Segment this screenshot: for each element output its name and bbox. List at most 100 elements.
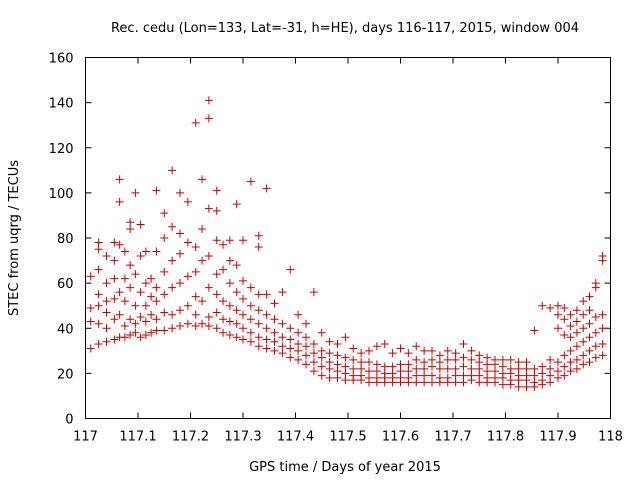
- data-point: [141, 331, 150, 340]
- data-point: [225, 301, 234, 310]
- data-point: [459, 340, 468, 349]
- data-point: [110, 315, 119, 324]
- data-point: [191, 310, 200, 319]
- data-point: [219, 240, 228, 249]
- data-point: [168, 166, 177, 175]
- data-point: [435, 364, 444, 373]
- data-point: [341, 362, 350, 371]
- x-tick-label: 117.3: [224, 430, 261, 445]
- data-point: [309, 349, 318, 358]
- y-tick-label: 60: [57, 277, 74, 292]
- data-point: [262, 324, 271, 333]
- data-point: [522, 364, 531, 373]
- data-point: [294, 355, 303, 364]
- data-point: [443, 373, 452, 382]
- data-point: [435, 358, 444, 367]
- data-point: [483, 360, 492, 369]
- data-point: [365, 367, 373, 376]
- data-point: [160, 326, 169, 335]
- data-point: [136, 220, 145, 229]
- y-axis-label: STEC from uqrg / TECUs: [7, 160, 22, 316]
- data-point: [120, 247, 129, 256]
- x-tick-label: 117.1: [119, 430, 156, 445]
- data-point: [126, 218, 135, 227]
- data-point: [514, 382, 523, 391]
- data-point: [451, 355, 460, 364]
- data-point: [94, 319, 103, 328]
- data-point: [598, 340, 607, 349]
- x-axis-label: GPS time / Days of year 2015: [249, 460, 441, 475]
- data-point: [246, 283, 255, 292]
- data-point: [514, 371, 523, 380]
- data-point: [141, 247, 150, 256]
- data-point: [522, 358, 531, 367]
- data-point: [388, 369, 397, 378]
- data-point: [212, 324, 221, 333]
- data-point: [176, 321, 184, 330]
- data-point: [254, 319, 263, 328]
- x-tick-label: 117.9: [539, 430, 576, 445]
- data-point: [325, 337, 334, 346]
- data-point: [349, 355, 358, 364]
- data-point: [219, 265, 228, 274]
- data-point: [254, 290, 263, 299]
- data-point: [183, 197, 192, 206]
- data-point: [176, 279, 184, 288]
- data-point: [598, 351, 607, 360]
- data-point: [325, 373, 334, 382]
- data-point: [357, 371, 366, 380]
- data-point: [204, 114, 213, 123]
- data-point: [572, 317, 581, 326]
- data-point: [183, 238, 192, 247]
- data-point: [467, 355, 476, 364]
- data-point: [530, 364, 539, 373]
- data-point: [372, 360, 381, 369]
- data-point: [506, 355, 515, 364]
- data-point: [110, 238, 119, 247]
- data-point: [102, 308, 111, 317]
- data-point: [566, 358, 575, 367]
- data-point: [365, 358, 373, 367]
- data-point: [270, 346, 279, 355]
- data-point: [204, 204, 213, 213]
- data-point: [136, 312, 145, 321]
- data-point: [262, 344, 271, 353]
- data-point: [538, 369, 547, 378]
- data-point: [475, 358, 484, 367]
- data-point: [204, 252, 213, 261]
- data-point: [428, 371, 436, 380]
- data-point: [131, 301, 140, 310]
- data-point: [254, 342, 263, 351]
- data-point: [428, 355, 436, 364]
- data-point: [475, 351, 484, 360]
- data-point: [160, 308, 169, 317]
- data-point: [239, 276, 247, 285]
- data-point: [286, 335, 295, 344]
- data-point: [120, 333, 129, 342]
- data-point: [333, 360, 342, 369]
- data-point: [566, 310, 575, 319]
- data-point: [572, 355, 581, 364]
- data-point: [560, 351, 569, 360]
- data-point: [115, 240, 124, 249]
- data-point: [380, 369, 389, 378]
- data-point: [225, 279, 234, 288]
- data-point: [120, 274, 129, 283]
- data-point: [467, 364, 476, 373]
- data-point: [341, 376, 350, 385]
- data-point: [309, 367, 318, 376]
- data-point: [572, 306, 581, 315]
- data-point: [278, 349, 287, 358]
- data-point: [404, 360, 413, 369]
- data-point: [239, 310, 247, 319]
- data-point: [560, 303, 569, 312]
- data-point: [585, 292, 594, 301]
- data-point: [147, 292, 156, 301]
- data-point: [451, 364, 460, 373]
- data-point: [498, 355, 507, 364]
- data-point: [262, 184, 271, 193]
- data-point: [428, 346, 436, 355]
- data-point: [270, 337, 279, 346]
- data-point: [262, 310, 271, 319]
- data-point: [309, 358, 318, 367]
